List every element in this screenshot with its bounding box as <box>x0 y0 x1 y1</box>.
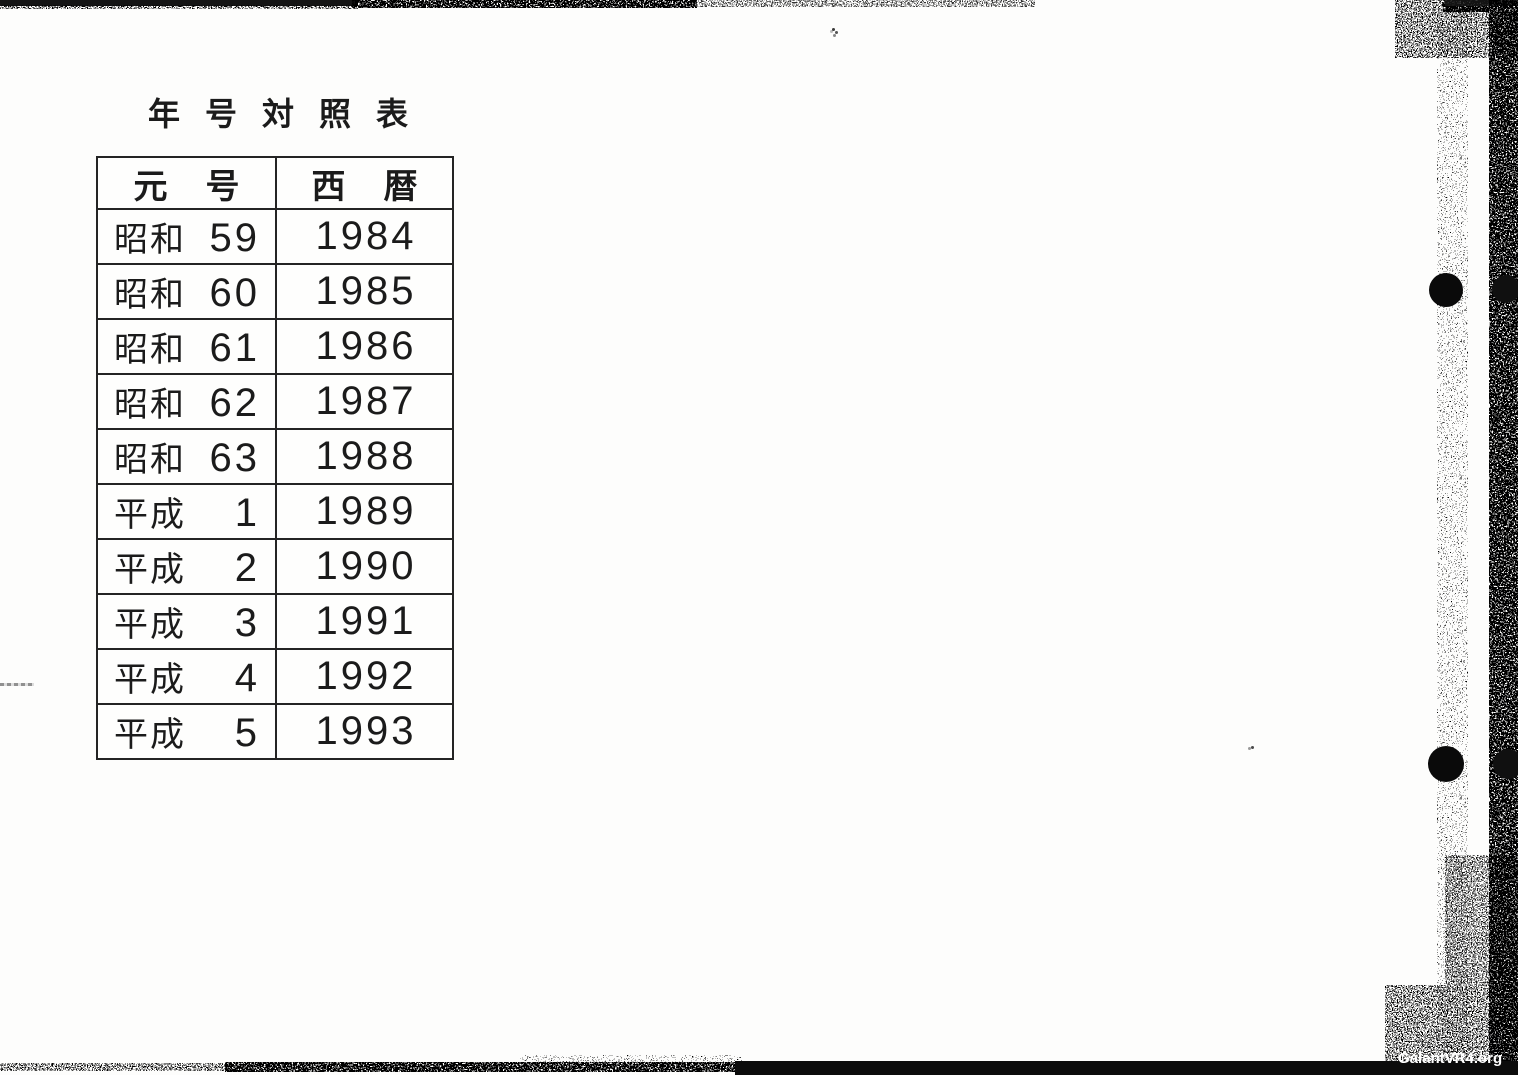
year-value: 1989 <box>275 483 454 540</box>
table-row: 昭和 61 1986 <box>96 318 454 375</box>
era-cell: 平成 5 <box>98 707 275 756</box>
year-value: 1987 <box>275 373 454 430</box>
era-cell: 平成 4 <box>98 652 275 701</box>
era-label: 昭和 <box>114 386 186 424</box>
era-cell: 昭和 62 <box>98 377 275 426</box>
era-label: 平成 <box>114 606 186 644</box>
era-cell: 昭和 63 <box>98 432 275 481</box>
scan-speck <box>1251 746 1254 749</box>
hole-punch-top-edge-shadow <box>1492 275 1518 303</box>
table-row: 昭和 63 1988 <box>96 428 454 485</box>
era-cell: 昭和 59 <box>98 212 275 261</box>
scan-speck-left-edge <box>0 683 34 686</box>
scan-corner-top-right <box>1395 0 1518 58</box>
table-body: 昭和 59 1984 昭和 60 1985 昭和 61 <box>96 208 454 760</box>
year-value: 1986 <box>275 318 454 375</box>
era-number: 61 <box>209 326 260 370</box>
scan-edge-top-solid <box>0 0 358 6</box>
era-label: 昭和 <box>114 441 186 479</box>
table-row: 昭和 60 1985 <box>96 263 454 320</box>
era-number: 3 <box>234 601 260 645</box>
era-label: 平成 <box>114 496 186 534</box>
hole-punch-bottom-edge-shadow <box>1493 749 1518 779</box>
year-value: 1988 <box>275 428 454 485</box>
era-conversion-table: 元号 西暦 昭和 59 1984 昭和 60 1985 <box>96 156 454 760</box>
era-number: 5 <box>234 711 260 755</box>
table-row: 平成 4 1992 <box>96 648 454 705</box>
scan-band-right-dense <box>1489 0 1518 1075</box>
era-cell: 平成 1 <box>98 487 275 536</box>
era-label: 昭和 <box>114 276 186 314</box>
scan-edge-top-speckle-tail <box>690 0 1035 7</box>
scan-band-right-lower-fill <box>1445 855 1518 1067</box>
era-cell: 平成 2 <box>98 542 275 591</box>
era-number: 2 <box>234 546 260 590</box>
watermark: GalantVR4.org <box>1398 1050 1503 1067</box>
table-row: 平成 3 1991 <box>96 593 454 650</box>
era-number: 4 <box>234 656 260 700</box>
era-cell: 平成 3 <box>98 597 275 646</box>
table-row: 平成 2 1990 <box>96 538 454 595</box>
scan-edge-top-fringe <box>0 5 358 9</box>
scan-edge-top-speckle <box>352 0 697 8</box>
era-label: 平成 <box>114 551 186 589</box>
hole-punch-bottom <box>1428 746 1464 782</box>
year-value: 1985 <box>275 263 454 320</box>
scan-edge-bottom-speckle-mid <box>225 1062 740 1072</box>
era-label: 平成 <box>114 661 186 699</box>
table-header-row: 元号 西暦 <box>96 156 454 210</box>
era-number: 59 <box>209 216 260 260</box>
year-value: 1991 <box>275 593 454 650</box>
year-value: 1993 <box>275 703 454 760</box>
era-cell: 昭和 61 <box>98 322 275 371</box>
table-row: 平成 1 1989 <box>96 483 454 540</box>
scan-corner-top-right-edge <box>1445 0 1518 6</box>
year-value: 1984 <box>275 208 454 265</box>
era-label: 平成 <box>114 716 186 754</box>
hole-punch-top <box>1429 273 1463 307</box>
table-row: 平成 5 1993 <box>96 703 454 760</box>
year-value: 1992 <box>275 648 454 705</box>
era-number: 60 <box>209 271 260 315</box>
era-number: 1 <box>234 491 260 535</box>
scan-edge-bottom-speckle-line <box>520 1055 742 1062</box>
scan-band-right-light <box>1437 8 1468 1075</box>
year-value: 1990 <box>275 538 454 595</box>
table-row: 昭和 59 1984 <box>96 208 454 265</box>
column-header-year: 西暦 <box>275 156 454 210</box>
column-header-era: 元号 <box>96 156 277 210</box>
scan-edge-bottom-speckle-left <box>0 1063 232 1071</box>
scan-corner-top-right-dark <box>1443 0 1518 12</box>
era-cell: 昭和 60 <box>98 267 275 316</box>
era-number: 63 <box>209 436 260 480</box>
era-label: 昭和 <box>114 331 186 369</box>
era-number: 62 <box>209 381 260 425</box>
page-title: 年号対照表 <box>148 96 434 132</box>
era-label: 昭和 <box>114 221 186 259</box>
scan-speck <box>832 28 835 31</box>
table-row: 昭和 62 1987 <box>96 373 454 430</box>
